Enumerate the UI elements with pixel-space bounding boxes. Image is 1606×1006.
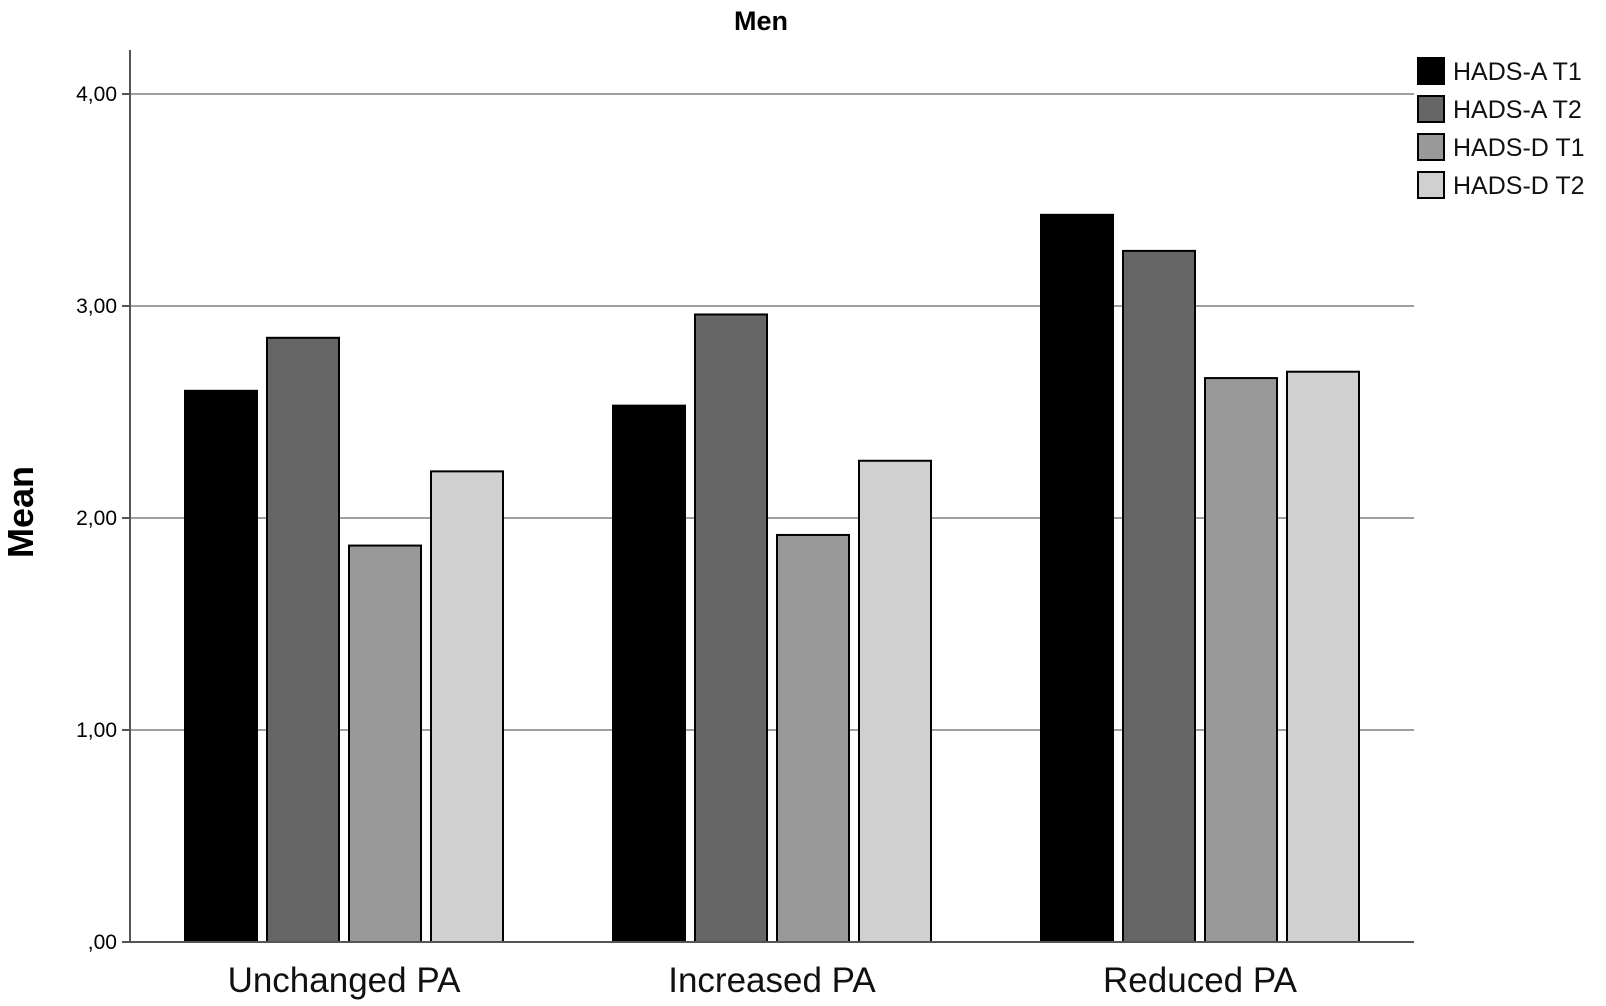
axes: ,00 1,00 2,00 3,00 4,00 Unchanged PA Increased… xyxy=(76,50,1414,1000)
y-tick-label: ,00 xyxy=(88,931,117,954)
legend-swatch xyxy=(1417,95,1445,123)
bar-hads-a-t1-increased-pa xyxy=(612,404,686,943)
y-tick-label: 3,00 xyxy=(76,295,117,318)
bar-hads-a-t1-reduced-pa xyxy=(1040,213,1114,943)
x-tick-label: Unchanged PA xyxy=(228,961,462,1000)
legend-label: HADS-A T1 xyxy=(1453,58,1582,86)
bar-hads-d-t1-unchanged-pa xyxy=(348,544,422,943)
bar-hads-d-t2-increased-pa xyxy=(858,459,932,943)
chart-title: Men xyxy=(734,6,788,36)
y-tick-label: 4,00 xyxy=(76,83,117,106)
x-tick-label: Increased PA xyxy=(668,961,876,1000)
bars xyxy=(184,213,1360,944)
y-tick-label: 2,00 xyxy=(76,507,117,530)
legend-label: HADS-A T2 xyxy=(1453,96,1582,124)
gridlines xyxy=(130,93,1414,731)
bar-hads-a-t1-unchanged-pa xyxy=(184,389,258,943)
legend-swatch xyxy=(1417,133,1445,161)
bar-hads-a-t2-increased-pa xyxy=(694,313,768,944)
legend: HADS-A T1 HADS-A T2 HADS-D T1 HADS-D T2 xyxy=(1417,57,1585,200)
legend-swatch xyxy=(1417,171,1445,199)
legend-swatch xyxy=(1417,57,1445,85)
y-axis-label: Mean xyxy=(0,466,41,558)
bar-hads-a-t2-unchanged-pa xyxy=(266,336,340,943)
bar-hads-d-t2-reduced-pa xyxy=(1286,370,1360,944)
x-tick-label: Reduced PA xyxy=(1103,961,1298,1000)
legend-label: HADS-D T1 xyxy=(1453,134,1585,162)
legend-label: HADS-D T2 xyxy=(1453,172,1585,200)
bar-hads-d-t1-increased-pa xyxy=(776,533,850,944)
bar-hads-d-t1-reduced-pa xyxy=(1204,377,1278,943)
y-tick-label: 1,00 xyxy=(76,719,117,742)
bar-hads-d-t2-unchanged-pa xyxy=(430,470,504,943)
bar-hads-a-t2-reduced-pa xyxy=(1122,249,1196,943)
